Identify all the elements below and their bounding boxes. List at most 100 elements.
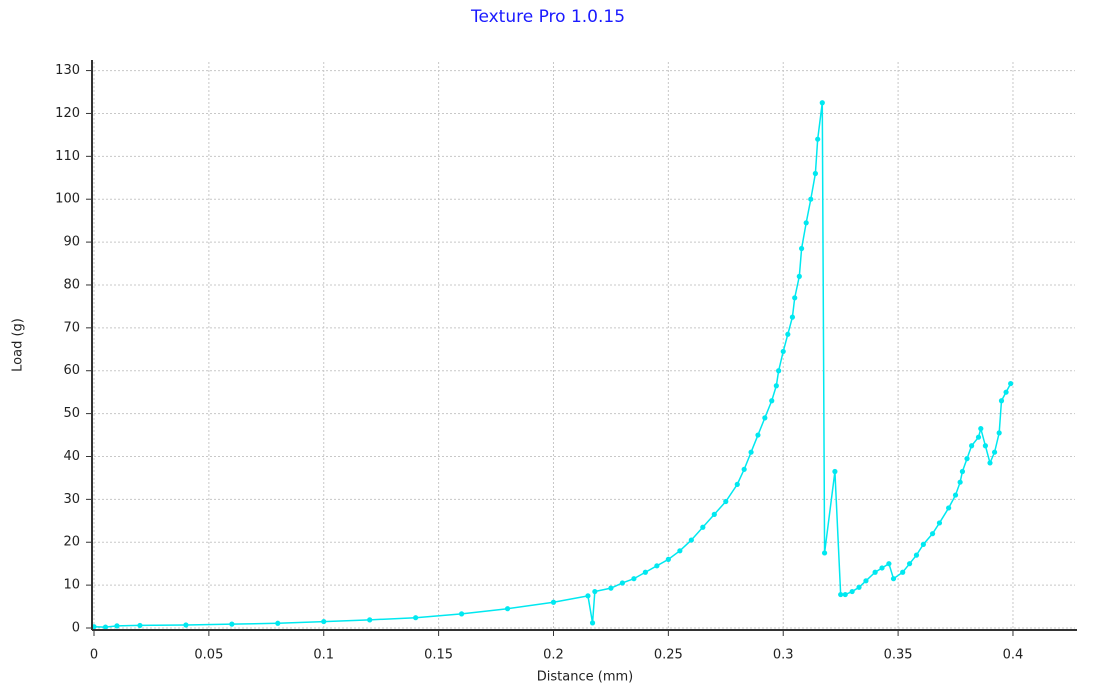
data-point (631, 576, 637, 582)
y-tick-label: 60 (63, 363, 80, 378)
data-point (700, 524, 706, 530)
y-tick-label: 50 (63, 406, 80, 421)
data-point (998, 398, 1005, 404)
x-tick-label: 0.35 (884, 648, 913, 663)
data-point (863, 578, 869, 584)
data-point (920, 541, 926, 547)
data-point (114, 623, 120, 629)
y-tick-label: 30 (63, 492, 80, 507)
data-point (504, 606, 511, 612)
data-point (832, 468, 838, 475)
data-point (688, 537, 694, 543)
plot (91, 100, 1014, 630)
data-point (1003, 389, 1009, 395)
y-tick-label: 130 (55, 63, 80, 78)
data-point (906, 561, 913, 567)
data-point (803, 220, 809, 226)
data-point (849, 588, 855, 595)
data-point (654, 563, 660, 569)
data-point (137, 622, 143, 629)
data-point (991, 449, 998, 455)
data-point (642, 569, 648, 575)
data-point (741, 466, 747, 472)
data-point (677, 548, 683, 554)
data-point (275, 620, 281, 626)
y-axis-label: Load (g) (11, 318, 26, 372)
data-point (913, 552, 920, 558)
data-point (619, 580, 626, 586)
data-point (734, 481, 740, 487)
data-point (959, 468, 966, 475)
y-tick-label: 110 (55, 149, 80, 164)
data-point (1008, 380, 1014, 387)
data-point (321, 618, 327, 625)
y-tick-label: 100 (55, 192, 80, 207)
y-tick-label: 20 (63, 535, 80, 550)
data-point (842, 591, 848, 598)
y-tick-label: 80 (63, 277, 80, 292)
data-point (776, 368, 782, 374)
x-tick-label: 0 (90, 648, 98, 663)
chart-title: Texture Pro 1.0.15 (470, 7, 625, 27)
data-point (815, 136, 821, 142)
data-point (856, 584, 862, 590)
data-point (799, 245, 805, 252)
data-point (957, 479, 963, 485)
data-point (589, 620, 596, 626)
data-point (819, 100, 825, 106)
data-point (780, 348, 786, 355)
series-line (93, 102, 1012, 628)
data-point (665, 556, 671, 562)
data-point (872, 569, 878, 575)
x-tick-label: 0.4 (1003, 648, 1024, 663)
grid (93, 62, 1075, 629)
y-tick-label: 70 (63, 320, 80, 335)
data-point (936, 520, 943, 526)
y-tick-label: 90 (63, 235, 80, 250)
data-point (929, 531, 936, 537)
y-tick-label: 40 (63, 449, 80, 464)
data-point (755, 432, 761, 438)
data-point (975, 434, 982, 440)
data-point (413, 615, 419, 621)
data-point (838, 591, 844, 598)
data-point (723, 498, 729, 505)
data-point (946, 505, 952, 511)
x-tick-label: 0.15 (424, 648, 453, 663)
x-tick-label: 0.1 (313, 648, 334, 663)
data-point (608, 585, 614, 591)
data-point (792, 295, 798, 301)
data-point (996, 430, 1002, 436)
data-point (812, 170, 818, 177)
data-point (796, 273, 802, 279)
data-point (890, 576, 897, 582)
x-tick-label: 0.2 (543, 648, 564, 663)
data-point (550, 599, 557, 605)
data-point (102, 624, 109, 630)
data-point (762, 415, 768, 421)
data-point (785, 331, 791, 337)
data-point (886, 561, 892, 567)
data-point (987, 460, 993, 466)
data-point (789, 314, 796, 320)
y-tick-label: 120 (55, 106, 80, 121)
x-axis-label: Distance (mm) (537, 670, 633, 685)
y-tick-label: 10 (63, 578, 80, 593)
data-point (773, 383, 779, 389)
data-point (879, 565, 885, 571)
data-point (585, 593, 591, 599)
data-point (808, 196, 814, 202)
data-point (982, 443, 989, 449)
data-point (978, 426, 984, 432)
data-point (952, 492, 959, 498)
x-tick-label: 0.05 (194, 648, 223, 663)
x-tick-label: 0.3 (773, 648, 794, 663)
data-point (229, 621, 235, 627)
data-point (592, 588, 598, 595)
data-point (821, 550, 828, 556)
data-point (964, 456, 970, 462)
data-point (711, 511, 717, 517)
data-point (458, 611, 465, 617)
data-point (900, 569, 906, 575)
